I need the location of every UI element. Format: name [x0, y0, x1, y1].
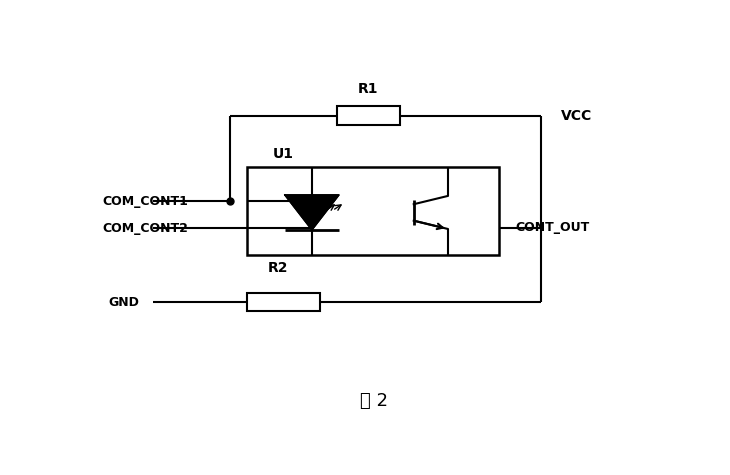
Text: R1: R1 [358, 82, 379, 96]
Text: VCC: VCC [561, 108, 592, 123]
Text: CONT_OUT: CONT_OUT [515, 221, 590, 234]
Bar [247, 293, 320, 311]
Text: U1: U1 [272, 147, 293, 161]
Polygon shape [285, 195, 339, 230]
Text: COM_CONT1: COM_CONT1 [102, 195, 188, 208]
Text: R2: R2 [268, 261, 288, 275]
Bar [337, 106, 399, 124]
Text: GND: GND [108, 295, 139, 309]
Text: 图 2: 图 2 [360, 392, 388, 410]
Text: COM_CONT2: COM_CONT2 [102, 222, 188, 236]
Bar [247, 167, 499, 255]
